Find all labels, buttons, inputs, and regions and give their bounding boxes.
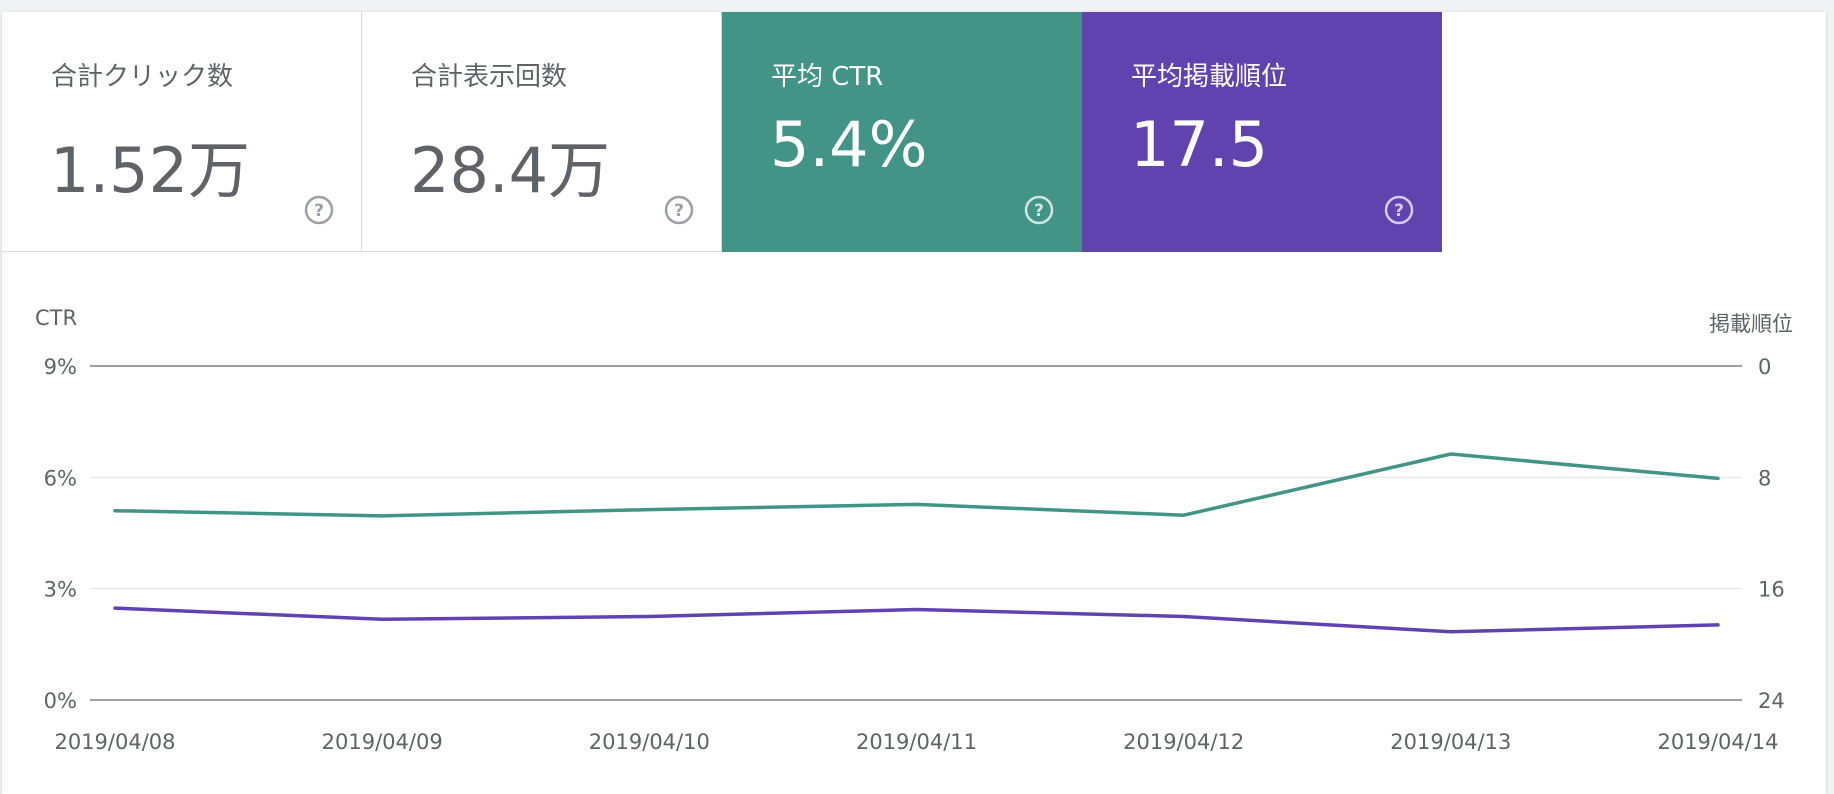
axis-ticks: 9% 0 6% 8 3% 16 0% 24 2019/04/08 2019/04/09 2019/0… bbox=[44, 355, 1785, 754]
card-total-impressions[interactable]: 合計表示回数 28.4万 ? bbox=[362, 12, 722, 252]
y-tick-right: 24 bbox=[1758, 689, 1785, 713]
y-tick-right: 0 bbox=[1758, 355, 1771, 379]
metric-cards: 合計クリック数 1.52万 ? 合計表示回数 28.4万 ? 平均 CTR 5.… bbox=[2, 12, 1442, 252]
svg-text:?: ? bbox=[674, 201, 684, 221]
card-label: 平均掲載順位 bbox=[1131, 62, 1288, 92]
y-tick-right: 8 bbox=[1758, 466, 1771, 490]
y-tick-left: 9% bbox=[44, 355, 77, 379]
card-label: 合計クリック数 bbox=[51, 62, 234, 92]
help-circle-icon[interactable]: ? bbox=[664, 195, 694, 225]
card-average-ctr[interactable]: 平均 CTR 5.4% ? bbox=[722, 12, 1082, 252]
x-tick: 2019/04/12 bbox=[1123, 730, 1244, 754]
card-label: 平均 CTR bbox=[771, 62, 884, 92]
help-circle-icon[interactable]: ? bbox=[304, 195, 334, 225]
y-tick-left: 0% bbox=[44, 689, 77, 713]
performance-panel: 合計クリック数 1.52万 ? 合計表示回数 28.4万 ? 平均 CTR 5.… bbox=[2, 12, 1826, 794]
y-tick-left: 6% bbox=[44, 466, 77, 490]
x-tick: 2019/04/11 bbox=[856, 730, 977, 754]
x-tick: 2019/04/14 bbox=[1657, 730, 1778, 754]
card-value: 5.4% bbox=[770, 108, 928, 181]
y-tick-left: 3% bbox=[44, 578, 77, 602]
help-circle-icon[interactable]: ? bbox=[1384, 195, 1414, 225]
x-tick: 2019/04/13 bbox=[1390, 730, 1511, 754]
performance-chart: 9% 0 6% 8 3% 16 0% 24 2019/04/08 2019/04/09 2019/0… bbox=[35, 306, 1793, 754]
card-value: 1.52万 bbox=[50, 134, 251, 207]
card-value: 28.4万 bbox=[410, 134, 611, 207]
position-series-line bbox=[113, 606, 1720, 634]
svg-text:?: ? bbox=[1394, 201, 1404, 221]
x-tick: 2019/04/08 bbox=[54, 730, 175, 754]
card-label: 合計表示回数 bbox=[411, 62, 568, 92]
card-average-position[interactable]: 平均掲載順位 17.5 ? bbox=[1082, 12, 1442, 252]
y-axis-title-right: 掲載順位 bbox=[1709, 312, 1793, 336]
svg-text:?: ? bbox=[1034, 201, 1044, 221]
card-value: 17.5 bbox=[1130, 108, 1269, 181]
ctr-series-line bbox=[113, 452, 1720, 518]
svg-text:?: ? bbox=[314, 201, 324, 221]
y-axis-title-left: CTR bbox=[35, 306, 77, 330]
help-circle-icon[interactable]: ? bbox=[1024, 195, 1054, 225]
x-tick: 2019/04/09 bbox=[322, 730, 443, 754]
x-tick: 2019/04/10 bbox=[589, 730, 710, 754]
grid bbox=[90, 365, 1742, 701]
series bbox=[113, 452, 1720, 634]
card-total-clicks[interactable]: 合計クリック数 1.52万 ? bbox=[2, 12, 362, 252]
y-tick-right: 16 bbox=[1758, 578, 1785, 602]
